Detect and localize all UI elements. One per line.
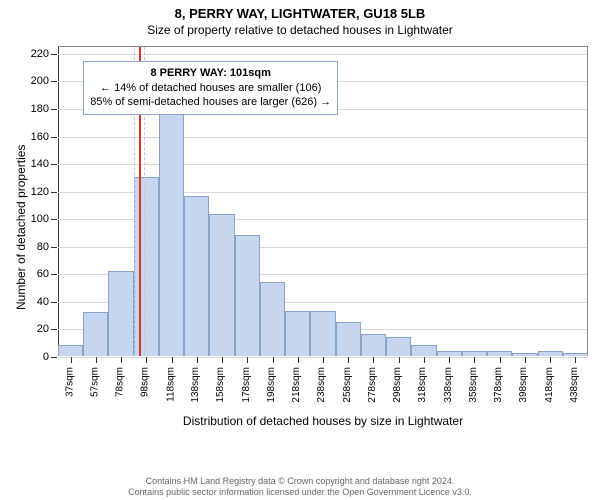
x-tick: 198sqm	[266, 367, 277, 403]
x-tickmark	[222, 357, 223, 363]
x-tickmark	[96, 357, 97, 363]
annotation-line1: 8 PERRY WAY: 101sqm	[90, 66, 331, 81]
histogram-bar	[512, 353, 537, 356]
x-tick: 218sqm	[291, 367, 302, 403]
histogram-bar	[209, 214, 234, 356]
x-tickmark	[348, 357, 349, 363]
annotation-line3: 85% of semi-detached houses are larger (…	[90, 95, 331, 110]
x-tickmark	[373, 357, 374, 363]
x-tick: 37sqm	[64, 367, 75, 397]
x-tickmark	[121, 357, 122, 363]
footer-line2: Contains public sector information licen…	[0, 487, 600, 498]
x-tickmark	[273, 357, 274, 363]
chart-title-description: Size of property relative to detached ho…	[0, 21, 600, 41]
histogram-bar	[235, 235, 260, 356]
y-tick: 60	[37, 268, 49, 280]
y-tick: 0	[43, 351, 49, 363]
x-tickmark	[71, 357, 72, 363]
x-tickmark	[575, 357, 576, 363]
histogram-bar	[58, 345, 83, 356]
x-tickmark	[247, 357, 248, 363]
histogram-bar	[411, 345, 436, 356]
x-tick: 418sqm	[544, 367, 555, 403]
x-tick: 118sqm	[165, 367, 176, 402]
histogram-bar	[437, 351, 462, 357]
gridline	[58, 137, 587, 138]
x-tick: 57sqm	[89, 367, 100, 397]
histogram-bar	[108, 271, 133, 356]
histogram-bar	[563, 353, 588, 356]
y-tick: 100	[31, 213, 49, 225]
chart-title-address: 8, PERRY WAY, LIGHTWATER, GU18 5LB	[0, 0, 600, 21]
x-tickmark	[424, 357, 425, 363]
y-tick: 140	[31, 158, 49, 170]
y-tick: 160	[31, 131, 49, 143]
x-tickmark	[525, 357, 526, 363]
histogram-bar	[184, 196, 209, 356]
y-tick: 200	[31, 75, 49, 87]
gridline	[58, 164, 587, 165]
histogram-bar	[487, 351, 512, 357]
x-axis-label: Distribution of detached houses by size …	[58, 414, 588, 428]
gridline	[58, 54, 587, 55]
x-tickmark	[399, 357, 400, 363]
histogram-bar	[83, 312, 108, 356]
x-tickmark	[474, 357, 475, 363]
histogram-bar	[336, 322, 361, 356]
histogram-bar	[134, 177, 159, 356]
x-tick: 78sqm	[115, 367, 126, 397]
x-tick: 358sqm	[468, 367, 479, 403]
x-tick: 438sqm	[569, 367, 580, 403]
histogram-bar	[260, 282, 285, 356]
histogram-bar	[361, 334, 386, 356]
histogram-bar	[310, 311, 335, 356]
plot-area: 02040608010012014016018020022037sqm57sqm…	[58, 46, 588, 356]
x-tick: 298sqm	[392, 367, 403, 403]
x-tick: 98sqm	[140, 367, 151, 397]
chart-container: 0 20 40 60 80 100 120 140 160 180 200 220 37sqm 57sqm…	[0, 40, 600, 440]
histogram-bar	[285, 311, 310, 356]
histogram-bar	[386, 337, 411, 356]
x-tickmark	[500, 357, 501, 363]
y-tick: 20	[37, 323, 49, 335]
x-tickmark	[197, 357, 198, 363]
y-tick: 220	[31, 48, 49, 60]
x-tickmark	[172, 357, 173, 363]
x-tick: 338sqm	[443, 367, 454, 403]
annotation-line2: ← 14% of detached houses are smaller (10…	[90, 81, 331, 96]
x-tick: 318sqm	[417, 367, 428, 403]
x-tickmark	[323, 357, 324, 363]
histogram-bar	[159, 105, 184, 356]
x-tickmark	[146, 357, 147, 363]
x-tick: 238sqm	[317, 367, 328, 403]
x-tick: 258sqm	[342, 367, 353, 403]
x-tickmark	[449, 357, 450, 363]
x-tick: 138sqm	[190, 367, 201, 403]
x-tick: 178sqm	[241, 367, 252, 403]
y-axis-line	[58, 47, 59, 356]
histogram-bar	[538, 351, 563, 357]
annotation-box: 8 PERRY WAY: 101sqm← 14% of detached hou…	[83, 61, 338, 116]
y-tick: 40	[37, 296, 49, 308]
histogram-bar	[462, 351, 487, 357]
x-tick: 398sqm	[518, 367, 529, 403]
x-tick: 158sqm	[216, 367, 227, 403]
x-tick: 378sqm	[493, 367, 504, 403]
y-tick: 80	[37, 241, 49, 253]
footer-line1: Contains HM Land Registry data © Crown c…	[0, 476, 600, 487]
chart-footer: Contains HM Land Registry data © Crown c…	[0, 476, 600, 499]
x-tickmark	[550, 357, 551, 363]
x-tickmark	[298, 357, 299, 363]
y-tick: 180	[31, 103, 49, 115]
x-tick: 278sqm	[367, 367, 378, 403]
y-tick: 120	[31, 186, 49, 198]
y-axis-label: Number of detached properties	[14, 144, 28, 309]
